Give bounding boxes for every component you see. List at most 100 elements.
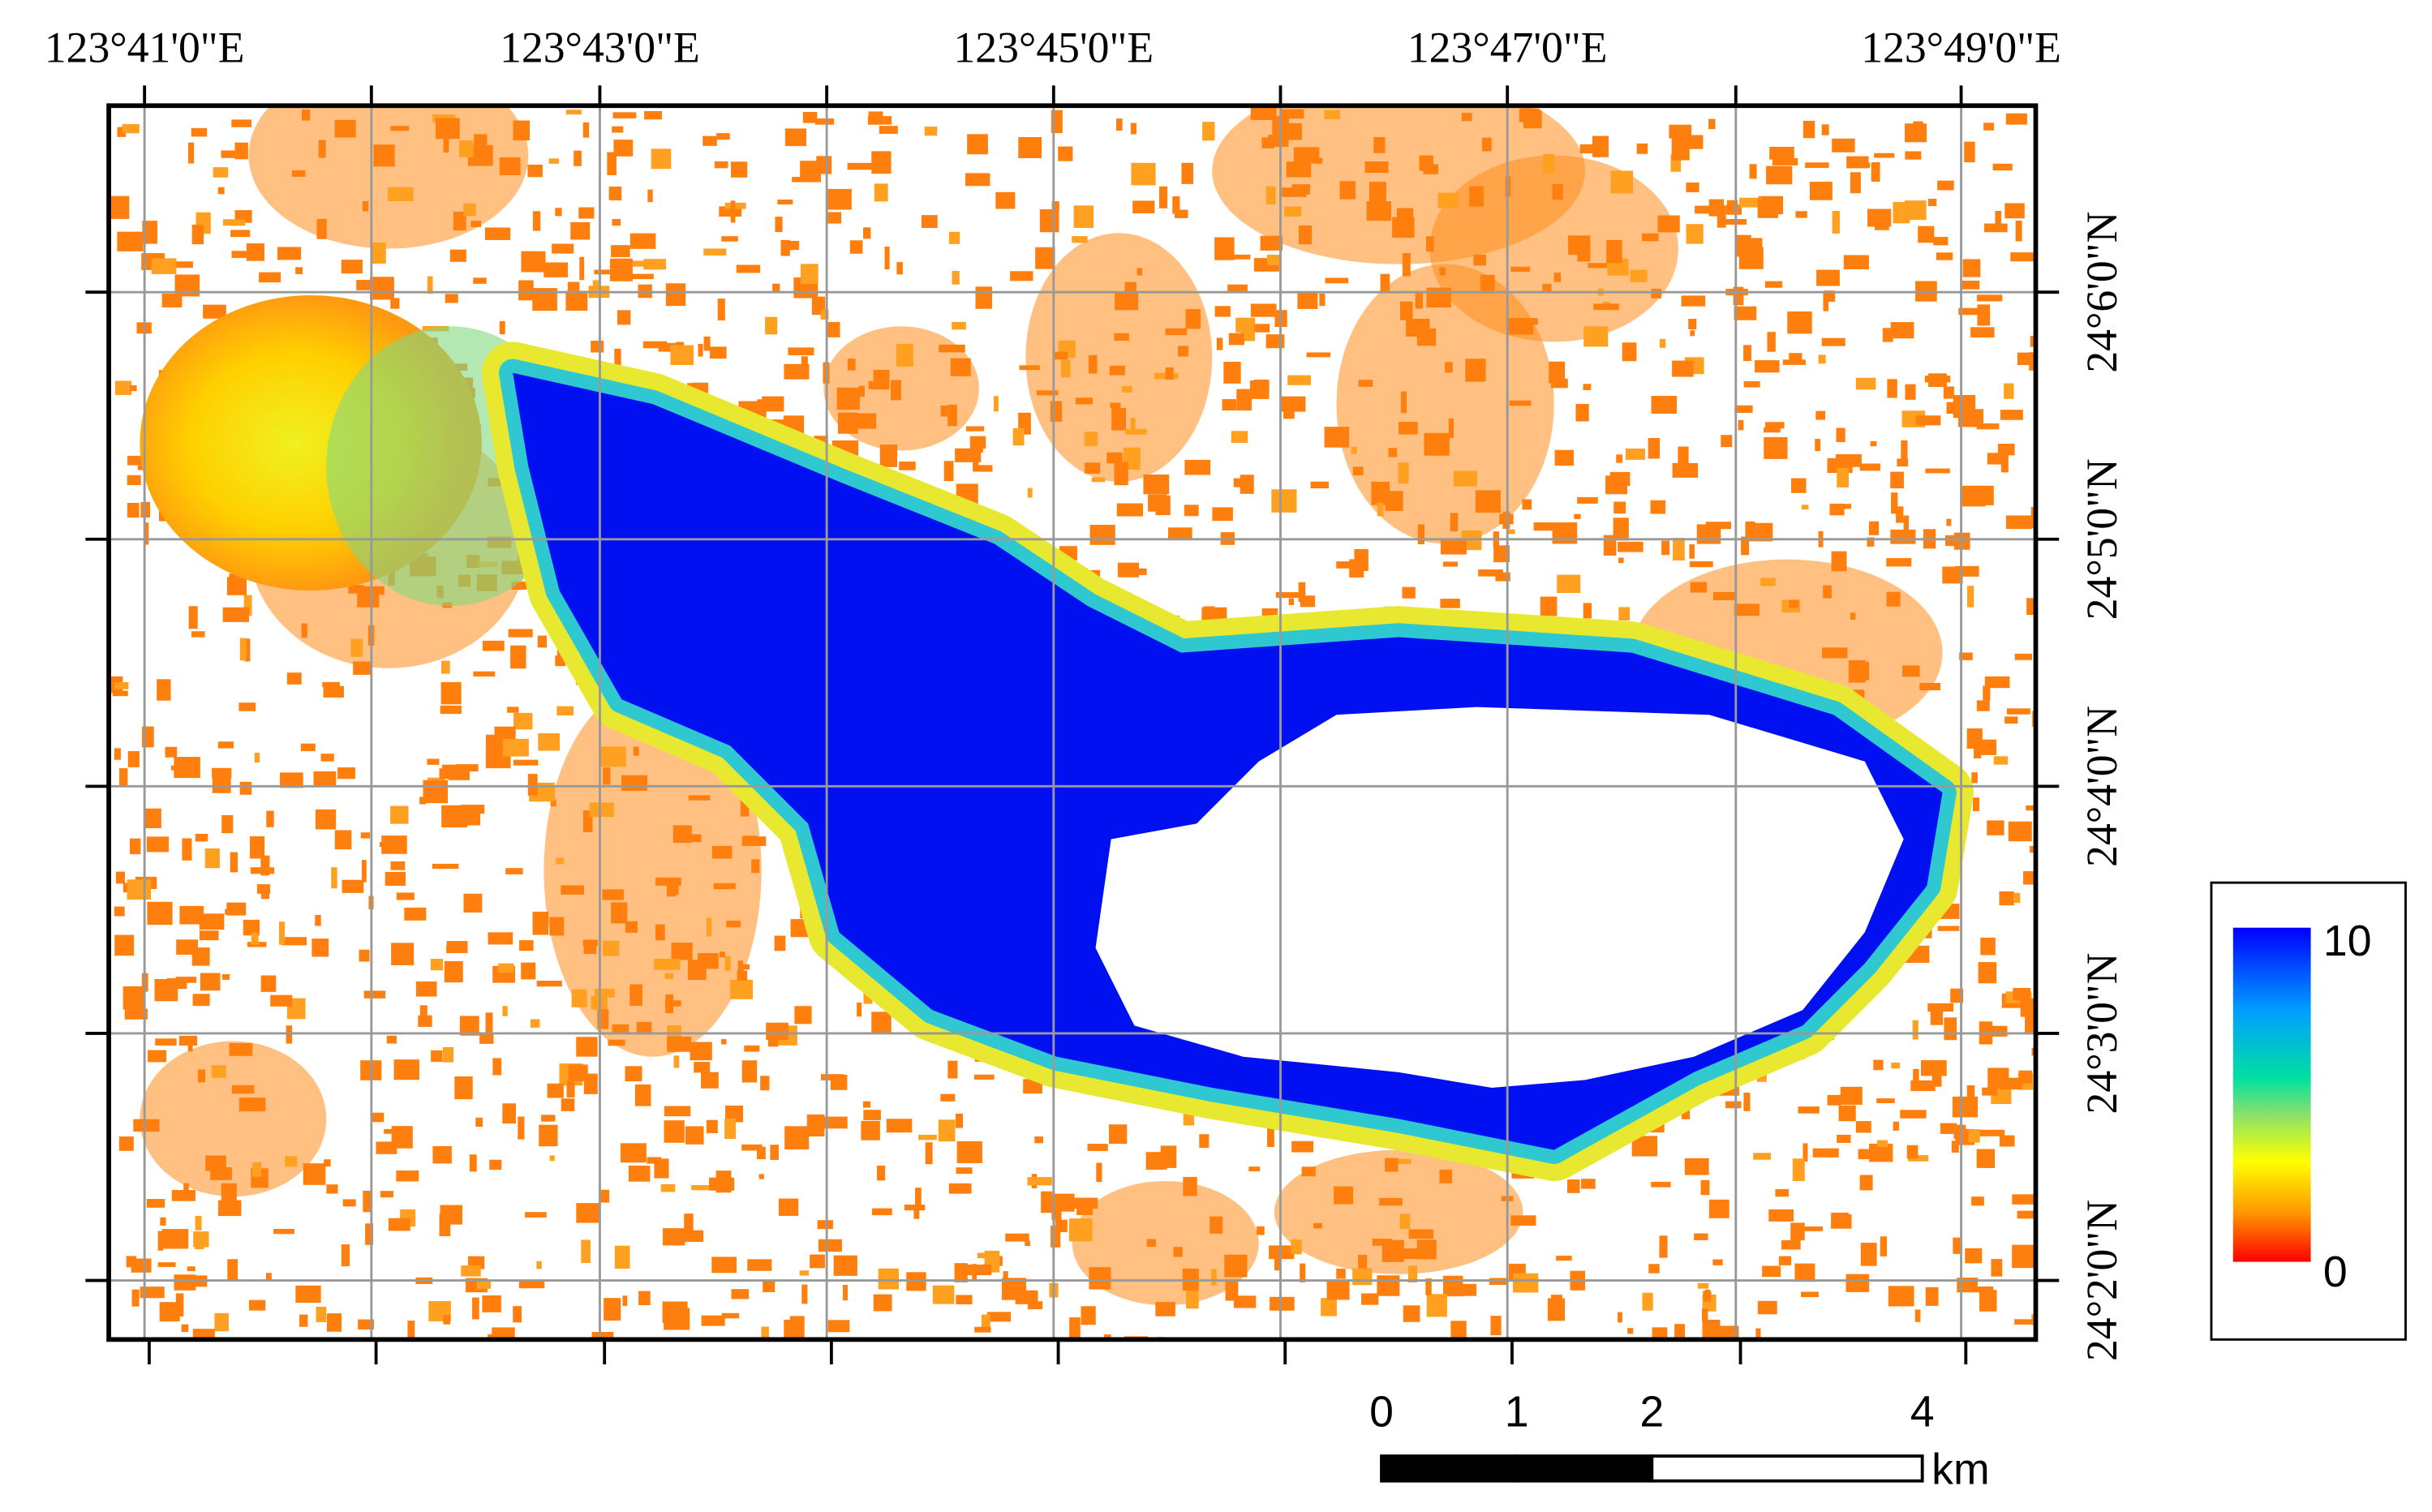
land-pixel [1114,333,1129,341]
island [1095,707,1904,1089]
land-pixel [1976,294,2003,302]
land-pixel [342,879,364,893]
land-pixel [1419,155,1433,171]
land-pixel [757,399,772,406]
land-pixel [204,848,220,869]
land-pixel [498,963,514,973]
land-pixel [676,341,685,349]
land-pixel [822,1116,848,1129]
land-pixel [1900,1110,1927,1119]
land-pixel [1940,1123,1957,1134]
land-pixel [1072,236,1088,243]
land-pixel [365,1223,374,1245]
land-pixel [1437,192,1459,208]
land-pixel [1904,200,1927,221]
land-pixel [1271,489,1297,513]
land-pixel [688,795,711,801]
land-pixel [1946,518,1952,526]
land-pixel [784,128,806,147]
land-pixel [1965,1248,1983,1264]
land-pixel [1068,1218,1093,1242]
overlay: 123°41'0"E 123°43'0"E 123°45'0"E 123°47'0"E… [45,24,2126,1365]
land-pixel [1408,1229,1433,1239]
land-pixel [295,1285,321,1304]
land-pixel [531,256,538,264]
land-pixel [519,940,534,951]
land-pixel [1958,415,1970,424]
land-pixel [611,902,628,924]
land-pixel [1583,326,1609,347]
land-pixel [1475,490,1501,513]
land-pixel [952,321,966,330]
land-pixel [1701,1308,1708,1322]
land-pixel [1130,418,1136,431]
land-pixel [1918,226,1935,243]
land-pixel [1132,200,1155,214]
land-pixel [612,126,624,133]
land-pixel [1426,287,1451,308]
land-pixel [973,465,993,472]
land-pixel [666,885,677,897]
land-pixel [1167,527,1192,540]
land-pixel [724,956,731,971]
land-pixel [591,1331,614,1340]
land-pixel [939,344,965,353]
land-pixel [1185,309,1201,329]
land-pixel [1803,120,1815,139]
land-pixel [1012,427,1025,446]
land-pixel [981,1314,990,1330]
land-pixel [2030,507,2036,529]
land-pixel [1053,351,1068,360]
land-pixel [231,1085,255,1094]
land-pixel [440,705,462,715]
land-pixel [582,810,593,832]
land-pixel [1987,820,2004,835]
land-pixel [1592,135,1609,157]
land-pixel [978,438,983,453]
land-pixel [127,475,141,485]
land-pixel [1823,290,1836,303]
land-pixel [604,1298,621,1321]
land-pixel [1974,485,1994,505]
land-pixel [1073,205,1094,228]
land-pixel [789,1316,805,1339]
land-pixel [303,1163,326,1185]
land-pixel [1358,1254,1368,1272]
land-pixel [273,1228,294,1235]
land-pixel [1184,459,1211,475]
land-pixel [741,1060,758,1083]
land-pixel [432,1146,452,1164]
land-pixel [747,1259,772,1271]
land-pixel [861,1120,880,1140]
land-pixel [582,122,590,138]
land-pixel [1734,405,1753,414]
land-pixel [1642,233,1659,242]
land-pixel [1567,1179,1580,1193]
land-pixel [969,436,986,449]
land-pixel [1769,146,1794,160]
land-pixel [994,396,999,412]
land-pixel [965,426,985,432]
land-pixel [1962,259,1981,277]
land-pixel [1177,346,1188,357]
land-pixel [230,852,238,873]
land-pixel [1109,365,1125,376]
land-pixel [833,1255,857,1276]
land-pixel [1625,448,1646,460]
land-pixel [127,502,140,518]
land-pixel [1211,1269,1217,1286]
land-pixel [122,986,146,1010]
land-pixel [1358,380,1373,387]
land-pixel [1283,397,1295,419]
land-pixel [1739,197,1763,208]
land-pixel [1352,466,1364,475]
land-pixel [1610,170,1634,194]
land-pixel [863,1110,881,1120]
land-pixel [1684,1158,1709,1175]
land-pixel [1184,505,1199,517]
land-pixel [1925,468,1950,474]
land-pixel [1519,109,1540,122]
land-pixel [1951,1140,1959,1153]
land-pixel [547,1083,564,1098]
land-pixel [1351,446,1357,454]
